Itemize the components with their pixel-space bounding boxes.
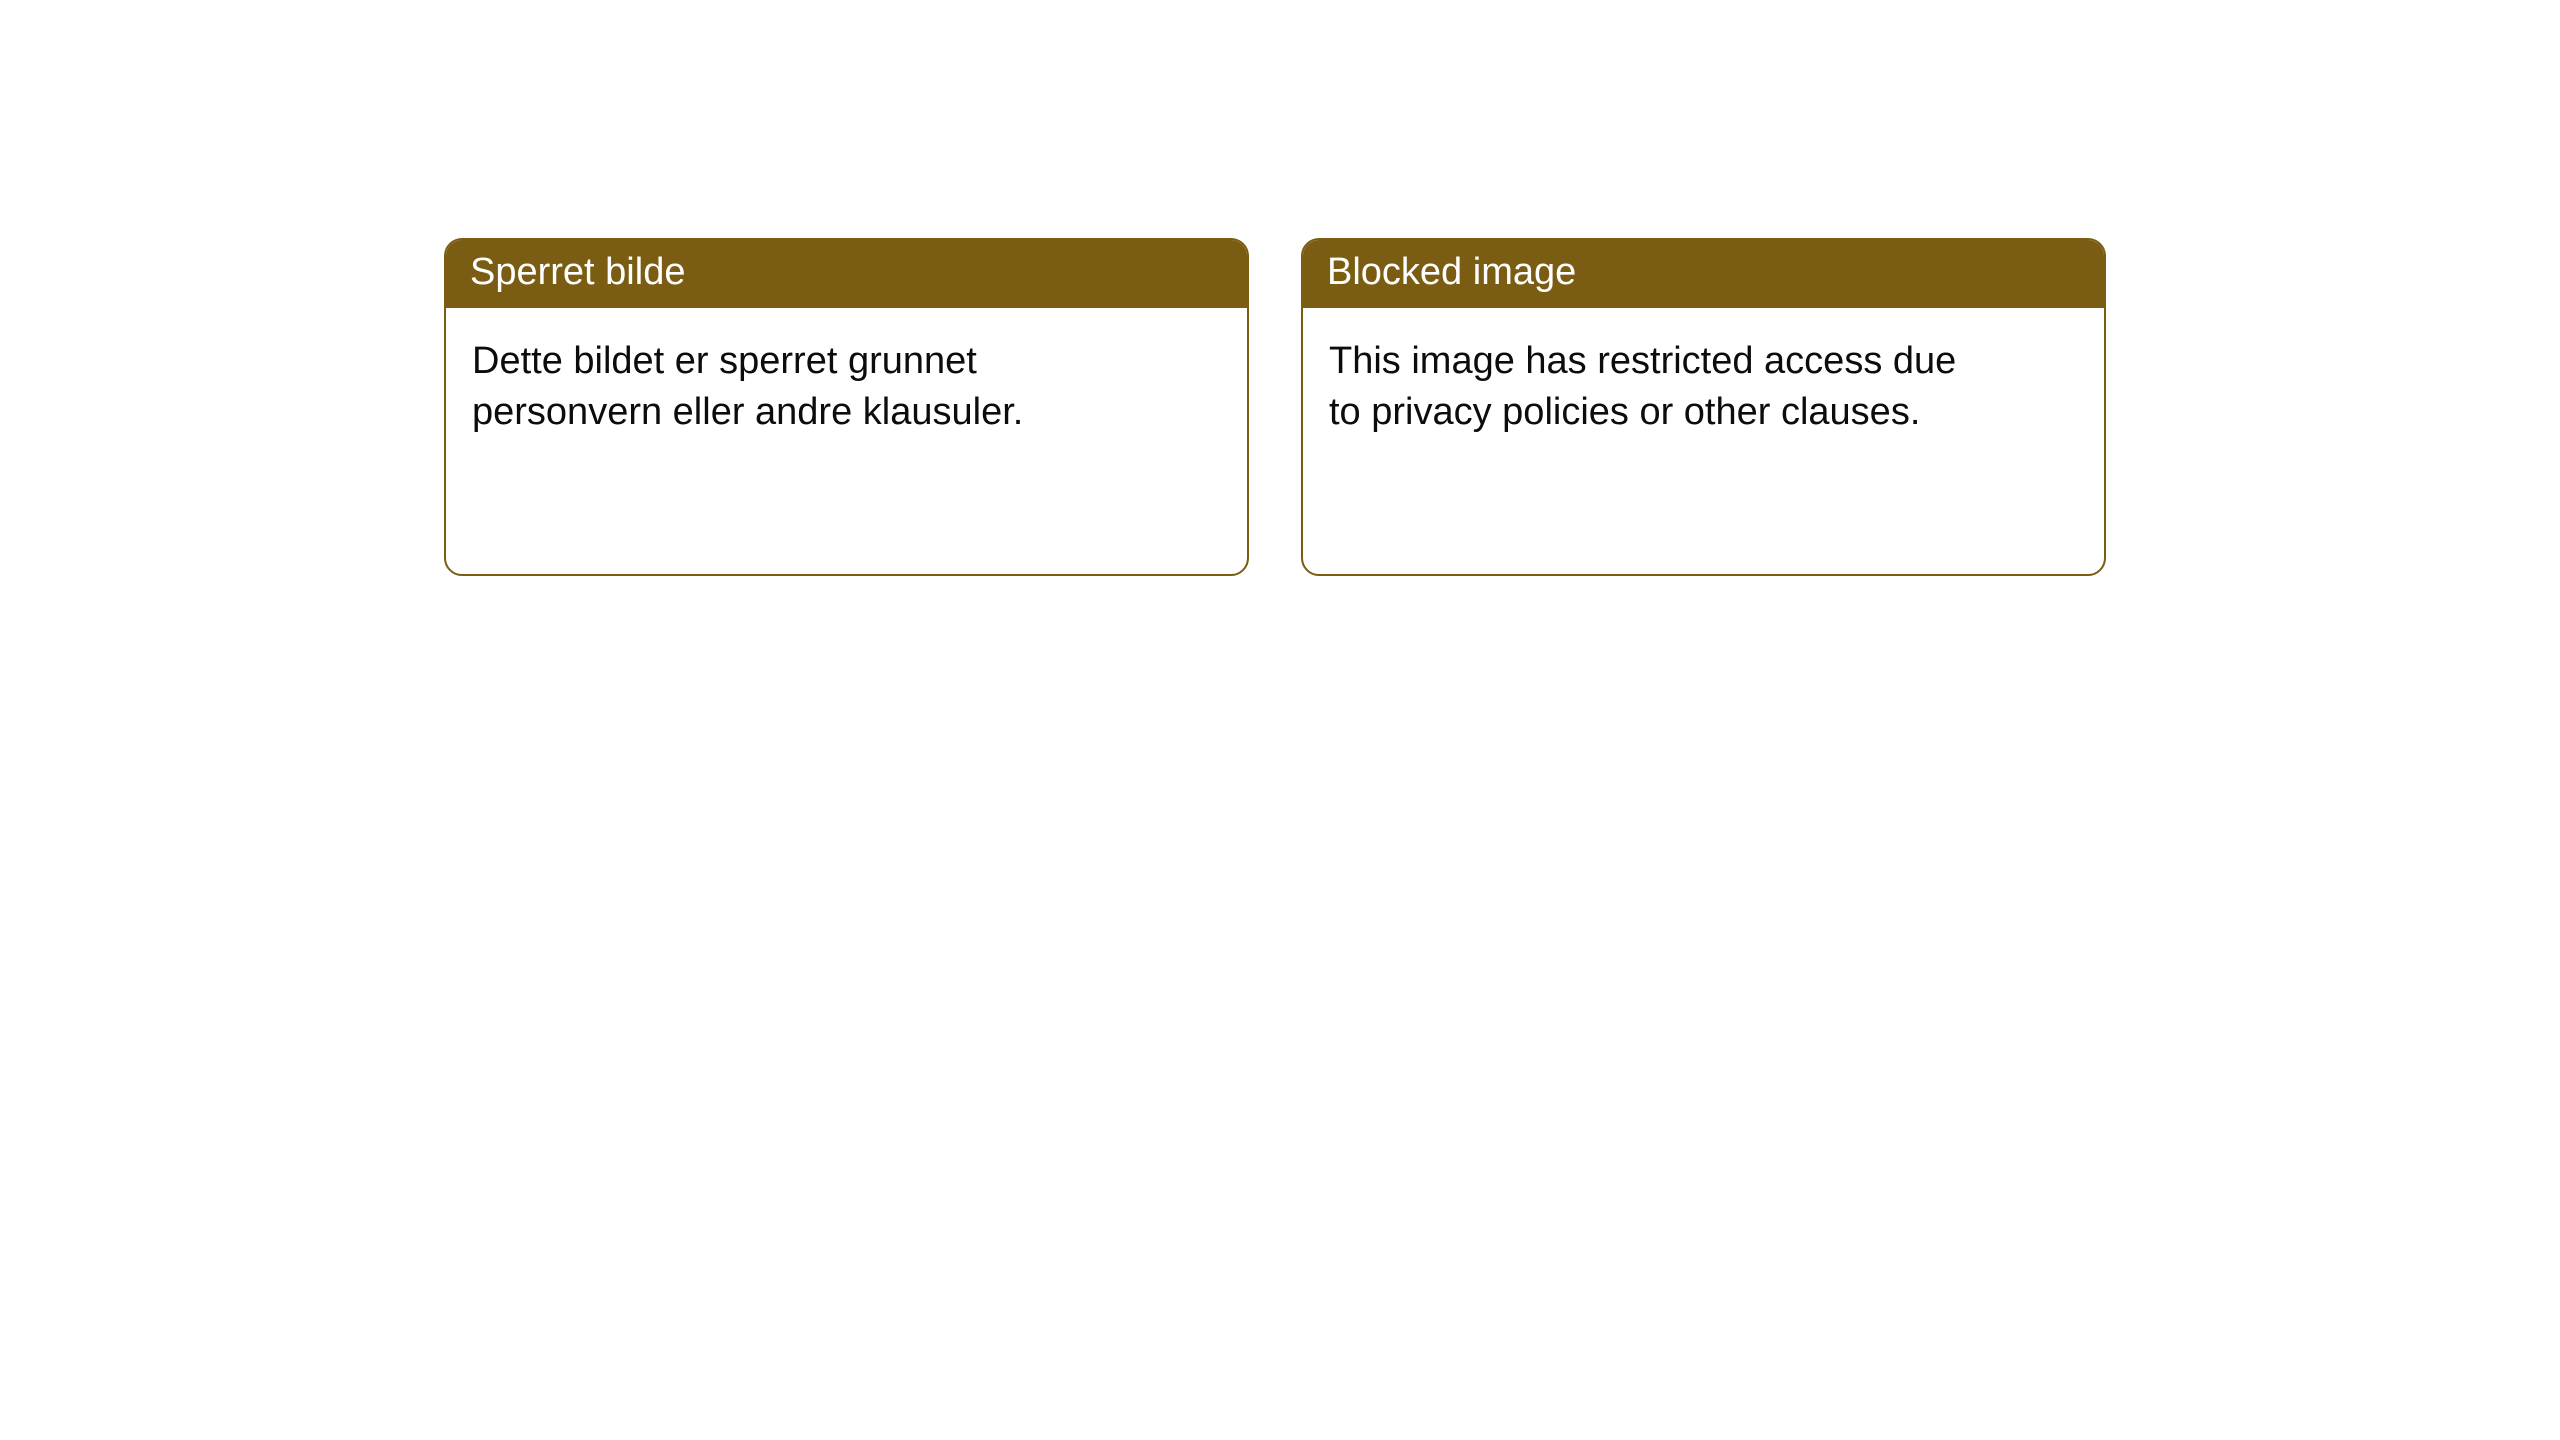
notice-container: Sperret bilde Dette bildet er sperret gr… — [0, 0, 2560, 576]
notice-body: Dette bildet er sperret grunnet personve… — [446, 308, 1126, 467]
notice-header: Blocked image — [1303, 240, 2104, 308]
notice-box-norwegian: Sperret bilde Dette bildet er sperret gr… — [444, 238, 1249, 576]
notice-body: This image has restricted access due to … — [1303, 308, 1983, 467]
notice-header: Sperret bilde — [446, 240, 1247, 308]
notice-box-english: Blocked image This image has restricted … — [1301, 238, 2106, 576]
